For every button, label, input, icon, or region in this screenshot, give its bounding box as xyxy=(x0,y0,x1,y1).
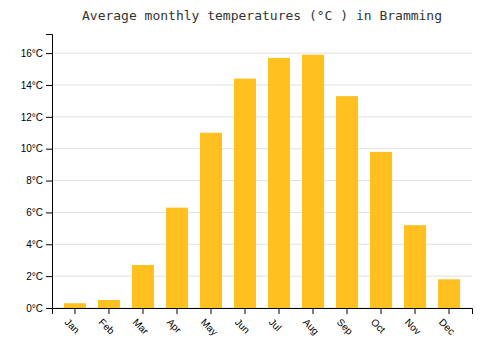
y-axis-line xyxy=(46,35,53,309)
y-tick-mark xyxy=(46,244,52,245)
y-tick: 4°C xyxy=(26,239,52,250)
x-tick: Jul xyxy=(267,308,284,333)
x-axis: Jan Feb Mar Apr May Jun Jul Aug Sep Oct Nov Dec xyxy=(53,308,473,338)
x-tick-mark xyxy=(244,308,245,314)
x-tick-label: Feb xyxy=(97,316,117,336)
x-tick: Nov xyxy=(403,308,423,337)
x-tick: May xyxy=(199,308,220,338)
y-tick-label: 0°C xyxy=(26,303,43,314)
bars xyxy=(64,55,460,308)
x-tick-label: Dec xyxy=(437,316,457,336)
y-tick-label: 10°C xyxy=(21,143,43,154)
bar xyxy=(132,265,154,308)
x-tick-label: Mar xyxy=(131,316,151,336)
y-tick-label: 6°C xyxy=(26,207,43,218)
x-tick: Apr xyxy=(165,308,184,336)
bar xyxy=(438,279,460,308)
x-tick-mark xyxy=(279,308,280,314)
bar xyxy=(234,79,256,308)
plot: 0°C 2°C 4°C 6°C 8°C 10°C 12°C 14°C 16°C Jan Feb Mar… xyxy=(21,35,473,338)
y-tick: 6°C xyxy=(26,207,52,218)
bar xyxy=(200,133,222,308)
y-tick-label: 16°C xyxy=(21,48,43,59)
x-tick: Oct xyxy=(369,308,388,335)
y-tick: 2°C xyxy=(26,271,52,282)
x-tick-label: Apr xyxy=(165,316,184,335)
x-tick: Mar xyxy=(131,308,151,337)
x-tick: Jan xyxy=(63,308,82,336)
x-tick-mark xyxy=(415,308,416,314)
x-tick-mark xyxy=(74,308,75,314)
grid-line xyxy=(52,180,472,181)
bar xyxy=(336,96,358,308)
y-tick-mark xyxy=(46,149,52,150)
y-tick-mark xyxy=(46,276,52,277)
x-tick-mark xyxy=(449,308,450,314)
bar xyxy=(166,208,188,308)
bar xyxy=(404,225,426,308)
x-tick: Sep xyxy=(335,308,356,337)
x-tick: Jun xyxy=(233,308,252,336)
y-tick-mark xyxy=(46,117,52,118)
x-tick-mark xyxy=(313,308,314,314)
y-tick-label: 4°C xyxy=(26,239,43,250)
x-tick-mark xyxy=(142,308,143,314)
grid xyxy=(52,53,472,308)
x-tick-label: Jun xyxy=(233,316,252,335)
y-tick: 14°C xyxy=(21,80,52,91)
bar xyxy=(64,303,86,308)
chart: Average monthly temperatures (°C ) in Br… xyxy=(0,0,500,350)
grid-line xyxy=(52,212,472,213)
bar xyxy=(268,58,290,308)
x-tick-label: Nov xyxy=(403,316,423,336)
grid-line xyxy=(52,84,472,85)
x-tick-mark xyxy=(210,308,211,314)
y-tick-label: 14°C xyxy=(21,80,43,91)
y-tick-mark xyxy=(46,181,52,182)
x-axis-line xyxy=(53,309,473,315)
grid-line xyxy=(52,148,472,149)
y-tick-mark xyxy=(46,53,52,54)
x-tick-mark xyxy=(381,308,382,314)
x-tick-mark xyxy=(347,308,348,314)
x-tick: Dec xyxy=(437,308,457,337)
y-tick: 10°C xyxy=(21,143,52,154)
x-tick-label: May xyxy=(199,316,220,337)
y-axis: 0°C 2°C 4°C 6°C 8°C 10°C 12°C 14°C 16°C xyxy=(21,35,53,314)
grid-line xyxy=(52,116,472,117)
grid-line xyxy=(52,53,472,54)
y-tick-mark xyxy=(46,212,52,213)
x-tick-mark xyxy=(176,308,177,314)
y-tick-mark xyxy=(46,308,52,309)
x-tick-label: Jan xyxy=(63,316,82,335)
x-tick-label: Aug xyxy=(301,316,321,336)
bar xyxy=(370,152,392,308)
y-tick-label: 2°C xyxy=(26,271,43,282)
x-tick-label: Oct xyxy=(369,316,388,335)
y-tick-label: 12°C xyxy=(21,112,43,123)
bar xyxy=(302,55,324,308)
y-tick: 0°C xyxy=(26,303,52,314)
x-tick-mark xyxy=(108,308,109,314)
y-tick: 8°C xyxy=(26,175,52,186)
y-tick-mark xyxy=(46,85,52,86)
x-tick-label: Sep xyxy=(335,316,356,337)
x-tick: Feb xyxy=(97,308,117,337)
y-tick: 16°C xyxy=(21,48,52,59)
title: Average monthly temperatures (°C ) in Br… xyxy=(82,8,442,23)
bar xyxy=(98,300,120,308)
y-tick-label: 8°C xyxy=(26,175,43,186)
x-tick: Aug xyxy=(301,308,321,337)
y-tick: 12°C xyxy=(21,112,52,123)
x-tick-label: Jul xyxy=(267,316,284,333)
